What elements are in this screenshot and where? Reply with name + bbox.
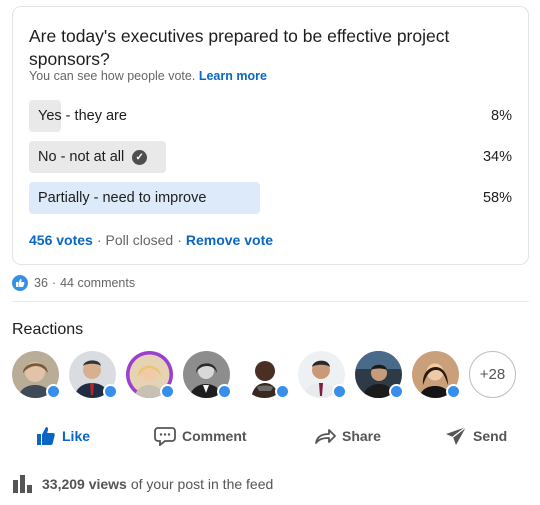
separator-dot: ·: [177, 232, 182, 248]
reactor-avatar[interactable]: [298, 351, 347, 399]
like-badge-icon: [103, 384, 118, 399]
send-icon: [446, 426, 467, 445]
comment-button[interactable]: Comment: [154, 424, 247, 448]
reactor-avatar[interactable]: [241, 351, 290, 399]
poll-option-percent: 58%: [482, 190, 512, 206]
poll-status: Poll closed: [105, 232, 174, 248]
views-count: 33,209 views: [42, 476, 127, 492]
reactor-avatar[interactable]: [126, 351, 175, 399]
reaction-count[interactable]: 36: [34, 276, 48, 290]
like-badge-icon: [332, 384, 347, 399]
reactor-avatar[interactable]: [183, 351, 232, 399]
like-button[interactable]: Like: [36, 424, 90, 448]
social-counts: 36 · 44 comments: [12, 275, 135, 291]
post-views[interactable]: 33,209 views of your post in the feed: [12, 474, 273, 494]
poll-option-label: Yes - they are: [38, 100, 127, 132]
bar-chart-icon: [13, 475, 32, 493]
visibility-text: You can see how people vote.: [29, 69, 196, 83]
poll-option-percent: 8%: [491, 108, 512, 124]
comment-icon: [154, 427, 176, 446]
like-badge-icon: [446, 384, 461, 399]
like-badge-icon: [389, 384, 404, 399]
poll-visibility-note: You can see how people vote. Learn more: [29, 69, 267, 83]
comment-label: Comment: [182, 428, 247, 444]
separator-dot: ·: [51, 276, 57, 290]
like-badge-icon: [160, 384, 175, 399]
reactor-avatar[interactable]: [412, 351, 461, 399]
comments-count[interactable]: 44 comments: [60, 276, 136, 290]
share-icon: [315, 429, 336, 444]
reactions-heading: Reactions: [12, 321, 84, 338]
more-reactions-button[interactable]: +28: [469, 351, 516, 398]
reactor-avatar[interactable]: [12, 351, 61, 399]
poll-option-label: No - not at all ✓: [38, 141, 148, 173]
poll-option-text: No - not at all: [38, 149, 125, 165]
share-label: Share: [342, 428, 381, 444]
thumbs-up-icon: [37, 427, 55, 445]
share-button[interactable]: Share: [314, 424, 381, 448]
reactor-avatar[interactable]: [355, 351, 404, 399]
divider: [12, 301, 529, 302]
poll-question: Are today's executives prepared to be ef…: [29, 26, 450, 69]
poll-option-text: Yes - they are: [38, 108, 127, 124]
separator-dot: ·: [96, 232, 102, 248]
like-badge-icon: [217, 384, 232, 399]
like-label: Like: [62, 428, 91, 444]
poll-card: Are today's executives prepared to be ef…: [12, 6, 529, 265]
like-badge-icon: [275, 384, 290, 399]
check-circle-icon: ✓: [132, 149, 148, 165]
send-button[interactable]: Send: [445, 424, 507, 448]
poll-footer: 456 votes · Poll closed · Remove vote: [29, 232, 273, 248]
reactor-avatar[interactable]: [69, 351, 118, 399]
like-badge-icon: [46, 384, 61, 399]
poll-option-label: Partially - need to improve: [38, 182, 206, 214]
poll-option-bar: [29, 182, 260, 214]
poll-option-text: Partially - need to improve: [38, 190, 207, 206]
like-reaction-icon: [12, 275, 28, 291]
send-label: Send: [473, 428, 508, 444]
views-suffix: of your post in the feed: [130, 476, 274, 492]
poll-option-percent: 34%: [482, 149, 512, 165]
remove-vote-link[interactable]: Remove vote: [185, 232, 274, 248]
learn-more-link[interactable]: Learn more: [198, 69, 267, 83]
poll-option-bar: [29, 100, 61, 132]
votes-count-link[interactable]: 456 votes: [29, 232, 93, 248]
